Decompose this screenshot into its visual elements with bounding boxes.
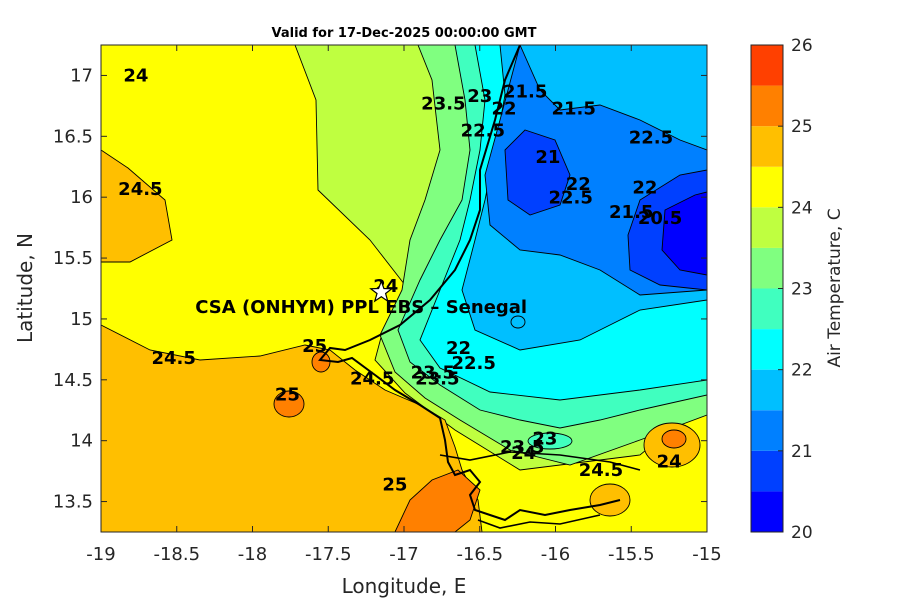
contour-label: 21 — [535, 147, 560, 168]
band-24.5-25-south — [101, 324, 483, 532]
contour-label: 23.5 — [500, 437, 544, 458]
contour-label: 21.5 — [609, 202, 653, 223]
band-20.5-21-core — [504, 129, 571, 216]
colorbar-tick-label: 22 — [791, 361, 813, 381]
y-tick-label: 17 — [70, 65, 93, 86]
colorbar-swatch — [751, 207, 783, 248]
colorbar: 20 21 22 23 24 25 26 — [750, 36, 813, 543]
colorbar-swatch — [751, 247, 783, 289]
colorbar-swatch — [751, 288, 783, 330]
colorbar-swatch — [751, 85, 783, 127]
contour-label: 24.5 — [152, 348, 196, 369]
border-gambia — [439, 451, 641, 471]
colorbar-tick-label: 24 — [791, 198, 813, 218]
x-tick-label: -17 — [389, 544, 418, 565]
x-tick-label: -16 — [541, 544, 570, 565]
y-axis-label: Latitude, N — [13, 233, 37, 343]
y-tick-label: 16.5 — [53, 126, 93, 147]
contour-label: 23.5 — [415, 369, 459, 390]
x-tick-label: -15 — [692, 544, 721, 565]
x-tick-label: -15.5 — [608, 544, 655, 565]
y-tick-label: 15.5 — [53, 248, 93, 269]
colorbar-tick-label: 25 — [791, 117, 813, 137]
band-22-22.5-blob — [510, 315, 526, 329]
y-tick-label: 15 — [70, 309, 93, 330]
colorbar-swatch — [751, 369, 783, 411]
y-tick-label: 13.5 — [53, 492, 93, 513]
chart-title: Valid for 17-Dec-2025 00:00:00 GMT — [272, 26, 537, 41]
colorbar-swatch — [751, 491, 783, 532]
band-22.5-23-blob — [527, 432, 573, 450]
contour-label: 22.5 — [548, 187, 592, 208]
band-25-25.5-blob-a — [273, 390, 305, 418]
colorbar-tick-label: 20 — [791, 523, 813, 543]
contour-label: 23 — [532, 428, 557, 449]
contour-label: 20.5 — [638, 208, 682, 229]
contour-label: 25 — [302, 336, 327, 357]
colorbar-tick-label: 21 — [791, 442, 813, 462]
temperature-map — [101, 45, 707, 532]
contour-label: 22.5 — [629, 128, 673, 149]
y-tick-label: 14.5 — [53, 370, 93, 391]
colorbar-label: Air Temperature, C — [825, 208, 845, 367]
colorbar-swatch — [751, 45, 783, 86]
colorbar-tick-label: 26 — [791, 36, 813, 56]
contour-label: 22 — [566, 174, 591, 195]
contour-label: 24 — [511, 443, 536, 464]
x-tick-label: -18.5 — [153, 544, 200, 565]
contour-label: 25 — [382, 475, 407, 496]
x-tick-label: -18 — [238, 544, 267, 565]
contour-label: 23.5 — [411, 363, 455, 384]
band-24.5-25-west — [101, 149, 173, 263]
coastline — [318, 45, 621, 522]
band-25-25.5-southwest — [394, 469, 481, 532]
colorbar-swatch — [751, 126, 783, 167]
station-label: CSA (ONHYM) PPL EBS – Senegal — [195, 297, 527, 318]
colorbar-swatch — [751, 410, 783, 451]
station-marker: CSA (ONHYM) PPL EBS – Senegal — [195, 279, 527, 318]
x-axis-ticks: -19 -18.5 -18 -17.5 -17 -16.5 -16 -15.5 -15 — [86, 45, 722, 565]
contour-label: 22 — [491, 98, 516, 119]
contour-label: 24 — [123, 66, 148, 87]
contour-label: 21.5 — [503, 81, 547, 102]
colorbar-swatch — [751, 450, 783, 492]
contour-label: 24 — [657, 451, 682, 472]
contour-label: 24.5 — [118, 179, 162, 200]
x-axis-label: Longitude, E — [342, 574, 467, 598]
border-river — [477, 514, 601, 529]
contour-label: 24.5 — [350, 369, 394, 390]
band-20-20.5 — [661, 191, 707, 276]
y-tick-label: 16 — [70, 187, 93, 208]
x-tick-label: -19 — [86, 544, 115, 565]
contour-label: 23 — [467, 86, 492, 107]
contour-label: 22.5 — [461, 120, 505, 141]
colorbar-tick-label: 23 — [791, 280, 813, 300]
colorbar-swatch — [751, 166, 783, 208]
y-tick-label: 14 — [70, 431, 93, 452]
station-star — [369, 279, 394, 303]
contour-label: 23.5 — [421, 94, 465, 115]
contour-label: 21.5 — [551, 98, 595, 119]
band-24.5-25-south-mid — [589, 483, 631, 517]
colorbar-swatch — [751, 329, 783, 370]
contour-label: 24.5 — [579, 460, 623, 481]
contour-label: 22 — [632, 178, 657, 199]
band-25-25.5-southeast — [661, 429, 687, 449]
contour-label: 22.5 — [451, 353, 495, 374]
x-tick-label: -17.5 — [305, 544, 352, 565]
y-axis-ticks: 13.5 14 14.5 15 15.5 16 16.5 17 — [53, 65, 707, 513]
contour-label: 25 — [275, 385, 300, 406]
x-tick-label: -16.5 — [456, 544, 503, 565]
contour-label: 22 — [446, 338, 471, 359]
